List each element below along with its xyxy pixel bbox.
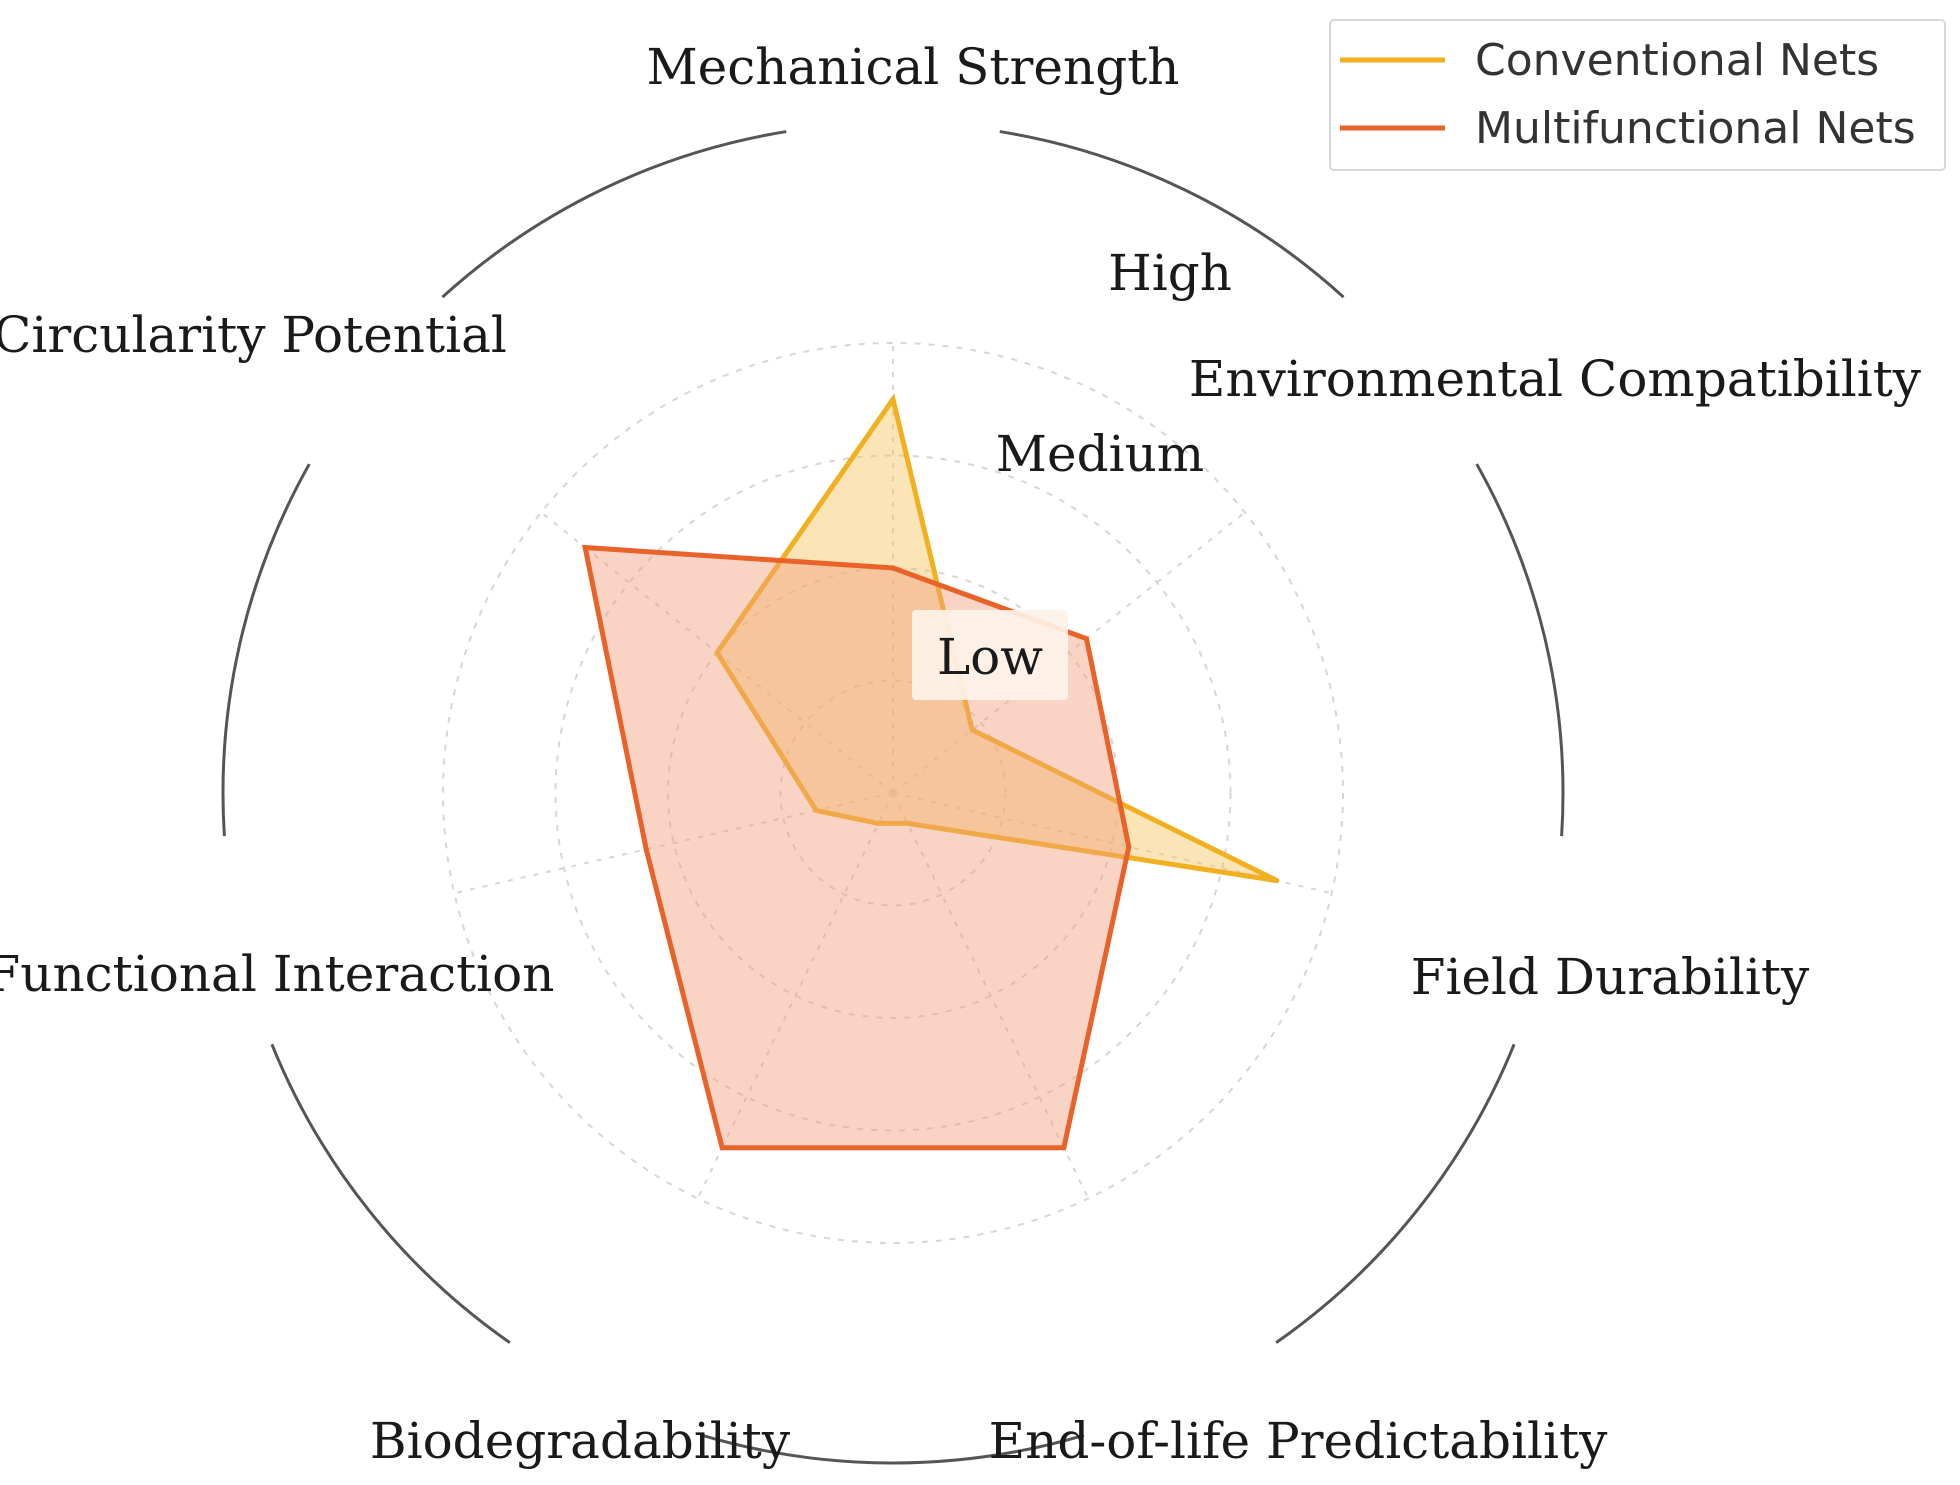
spoke-2 — [892, 511, 1246, 794]
legend-label-1: Conventional Nets — [1475, 35, 1879, 86]
axis-label-3: Field Durability — [1411, 948, 1810, 1006]
axis-label-5: Biodegradability — [370, 1412, 791, 1470]
data-point-s1-7 — [714, 650, 720, 656]
outer-arc-7 — [441, 130, 787, 299]
legend: Conventional Nets Multifunctional Nets — [1329, 19, 1946, 171]
outer-arc-3 — [1275, 1043, 1516, 1344]
spoke-4 — [892, 792, 1090, 1199]
level-label-bg — [912, 610, 1068, 700]
outer-arc-1 — [999, 130, 1345, 299]
legend-label-2: Multifunctional Nets — [1475, 103, 1916, 154]
data-point-s2-1 — [890, 565, 896, 571]
level-label-1: Low — [937, 628, 1043, 686]
outer-frame — [221, 130, 1565, 1465]
data-point-s2-7 — [582, 545, 588, 551]
data-point-s1-1 — [890, 396, 896, 402]
data-point-s2-6 — [643, 846, 649, 852]
outer-arc-2 — [1475, 463, 1565, 837]
axis-label-2: Environmental Compatibility — [1189, 350, 1922, 408]
data-point-s1-5 — [875, 820, 881, 826]
data-point-s2-5 — [719, 1145, 725, 1151]
outer-arc-6 — [221, 463, 311, 837]
axis-label-4: End-of-life Predictability — [989, 1412, 1608, 1470]
outer-arc-5 — [270, 1043, 511, 1344]
data-point-s2-4 — [1061, 1145, 1067, 1151]
spoke-6 — [454, 792, 894, 895]
grid-ring-3 — [554, 454, 1232, 1132]
grid-ring-1 — [779, 679, 1007, 907]
spoke-3 — [892, 792, 1332, 895]
data-point-s2-3 — [1126, 844, 1132, 850]
level-label-3: High — [1108, 244, 1232, 302]
data-point-s1-3 — [1274, 878, 1280, 884]
axis-label-6: Functional Interaction — [0, 945, 554, 1003]
legend-box — [1329, 19, 1946, 171]
series-polygon-1 — [714, 393, 1278, 884]
data-point-s2-2 — [1084, 636, 1090, 642]
spoke-5 — [696, 792, 894, 1199]
axis-label-1: Mechanical Strength — [646, 38, 1179, 96]
grid-ring-4 — [442, 342, 1344, 1244]
outer-arc-4 — [701, 1433, 1085, 1465]
level-label-2: Medium — [996, 425, 1204, 483]
data-point-s1-2 — [969, 727, 975, 733]
axis-label-7: Circularity Potential — [0, 306, 507, 364]
data-point-s1-6 — [813, 808, 819, 814]
data-point-s1-4 — [905, 820, 911, 826]
series-1 — [714, 393, 1280, 884]
